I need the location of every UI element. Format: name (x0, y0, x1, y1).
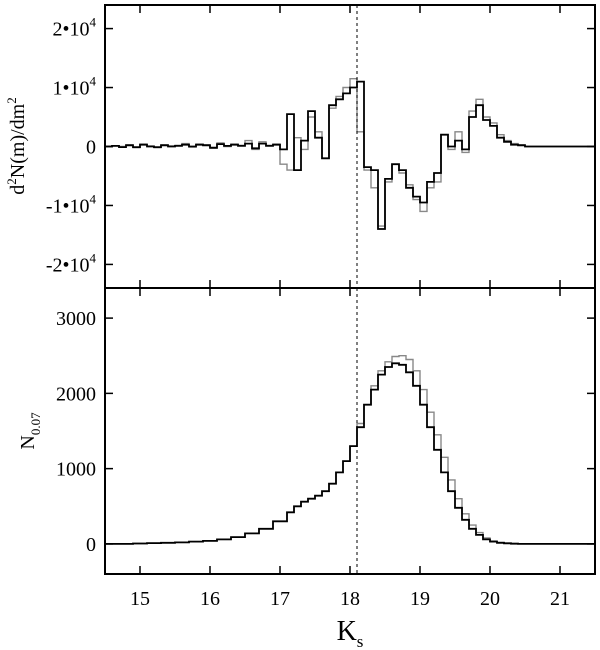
top-ytick-labels: 2•104 1•104 0 -1•104 -2•104 (46, 15, 97, 277)
top-ylabel: d2N(m)/dm2 (4, 97, 29, 194)
top-ytick-label: -1•104 (46, 191, 97, 217)
bottom-ytick-label: 1000 (56, 459, 96, 481)
top-series-line-1 (105, 80, 595, 230)
bottom-ytick-label: 3000 (56, 308, 96, 330)
bottom-ylabel-main: N (17, 435, 39, 449)
xtick-label: 17 (270, 588, 290, 610)
top-ylabel-mid: N(m)/dm (7, 103, 29, 178)
top-series-group (105, 78, 595, 230)
xtick-labels: 15 16 17 18 19 20 21 (130, 588, 570, 610)
top-ytick-label: 0 (86, 137, 96, 159)
x-axis-label: Ks (337, 616, 364, 650)
xtick-label: 21 (550, 588, 570, 610)
bottom-ylabel-sub: 0.07 (28, 412, 43, 435)
bottom-plot-frame (104, 287, 596, 575)
top-ytick-label: 2•104 (52, 15, 96, 41)
top-ylabel-sup2: 2 (4, 97, 19, 104)
x-axis-label-main: K (337, 616, 357, 647)
bottom-ticks-group (105, 288, 595, 574)
xtick-label: 15 (130, 588, 150, 610)
top-ytick-label: 1•104 (52, 74, 96, 100)
top-ylabel-prefix: d (7, 185, 29, 195)
bottom-series-group (105, 355, 595, 545)
xtick-label: 19 (410, 588, 430, 610)
top-ytick-label: -2•104 (46, 250, 97, 276)
bottom-ytick-label: 2000 (56, 383, 96, 405)
x-axis-label-sub: s (357, 632, 364, 650)
bottom-ytick-labels: 0 1000 2000 3000 (56, 308, 96, 556)
xtick-label: 20 (480, 588, 500, 610)
top-ylabel-sup1: 2 (4, 178, 19, 185)
xtick-label: 18 (340, 588, 360, 610)
bottom-ytick-label: 0 (86, 534, 96, 556)
xtick-label: 16 (200, 588, 220, 610)
top-ticks-group (105, 5, 595, 288)
bottom-ylabel: N0.07 (17, 412, 43, 450)
bottom-series-line-1 (105, 362, 595, 545)
bottom-panel: 0 1000 2000 3000 15 16 17 18 19 20 21 N0.07 Ks (17, 287, 596, 650)
